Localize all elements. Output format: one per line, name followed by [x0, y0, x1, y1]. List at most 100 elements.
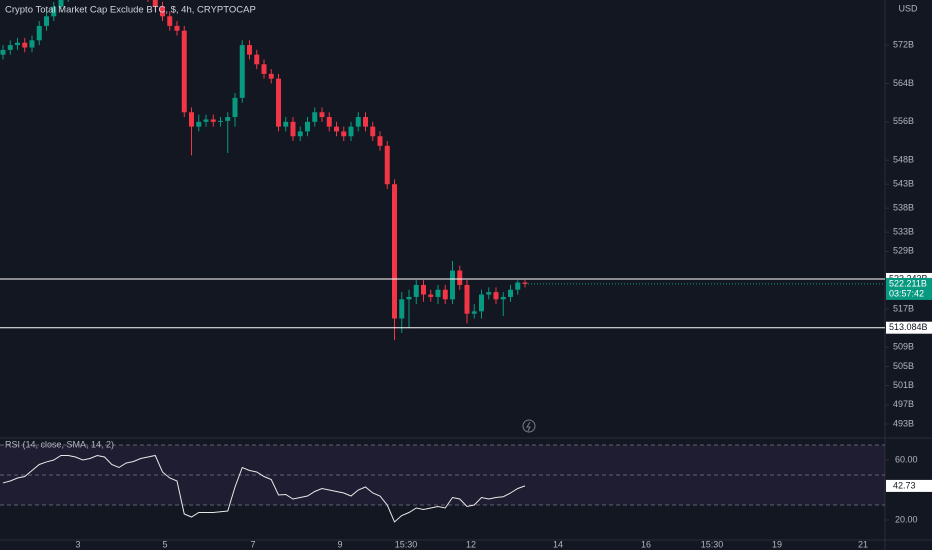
candle-body: [413, 284, 419, 297]
price-line-label: 513.084B: [889, 322, 928, 332]
y-tick-label: 556B: [893, 116, 914, 126]
y-tick-label: 564B: [893, 78, 914, 88]
candle-body: [254, 54, 260, 65]
y-tick-label: 543B: [893, 179, 914, 189]
candle-body: [493, 292, 499, 300]
candle-body: [406, 296, 412, 300]
candle-body: [261, 64, 267, 74]
candle-body: [370, 126, 376, 137]
replay-icon[interactable]: [522, 419, 536, 433]
x-tick-label: 7: [250, 539, 255, 549]
candle-body: [218, 120, 223, 122]
candle-body: [203, 119, 209, 122]
x-tick-label: 21: [858, 539, 868, 549]
last-price-label: 522.211B: [889, 278, 927, 288]
candle-body: [44, 16, 49, 26]
rsi-y-tick-label: 60.00: [895, 454, 918, 464]
overlay: 572B 564B 556B 548B 543B 538B 533B 529B 517B 509B…: [0, 39, 932, 549]
rsi-y-tick-label: 20.00: [895, 514, 918, 524]
candle-body: [268, 73, 274, 79]
candle-body: [189, 112, 194, 127]
x-tick-label: 5: [162, 539, 167, 549]
candle-body: [464, 284, 470, 314]
rsi-value-tag: [886, 479, 932, 492]
y-tick-label: 505B: [893, 361, 914, 371]
candle-body: [442, 289, 448, 300]
candle-body: [232, 97, 238, 118]
candle-body: [0, 49, 6, 55]
y-tick-label: 548B: [893, 155, 914, 165]
candle-body: [283, 121, 289, 127]
candle-body: [326, 117, 332, 127]
candle-body: [457, 270, 463, 285]
candle-body: [22, 42, 28, 48]
candle-body: [196, 121, 202, 127]
rsi-line: [2, 454, 526, 523]
y-tick-label: 509B: [893, 342, 914, 352]
y-tick-label: 493B: [893, 418, 914, 428]
x-tick-label: 12: [466, 539, 476, 549]
x-tick-label: 3: [75, 539, 80, 549]
candle-body: [479, 294, 484, 312]
y-tick-label: 517B: [893, 303, 914, 313]
candle-body: [435, 289, 441, 297]
candle-body: [305, 121, 310, 132]
candle-body: [522, 282, 528, 284]
currency: USD: [898, 3, 918, 13]
candle-body: [392, 184, 397, 319]
y-tick-label: 538B: [893, 203, 914, 213]
candle-body: [319, 112, 325, 118]
y-tick-label: 533B: [893, 227, 914, 237]
candle-body: [486, 292, 492, 295]
candle-body: [450, 270, 455, 300]
candle-body: [210, 119, 216, 122]
candle-body: [348, 126, 354, 137]
candle-body: [36, 25, 42, 41]
candle-body: [181, 30, 187, 113]
candle-body: [500, 296, 506, 300]
x-tick-label: 9: [337, 539, 342, 549]
y-tick-label: 497B: [893, 399, 914, 409]
replay-icon-bolt: [526, 421, 531, 432]
y-tick-label: 572B: [893, 39, 914, 49]
chart-title: Crypto Total Market Cap Exclude BTC, $, …: [5, 5, 256, 16]
candle-body: [7, 45, 13, 50]
candle-body: [515, 282, 521, 290]
candle-body: [384, 145, 390, 185]
x-tick-label: 16: [641, 539, 651, 549]
candle-body: [225, 117, 231, 121]
last-price-tag: [886, 277, 932, 300]
candle-body: [174, 25, 180, 31]
candle-body: [363, 117, 368, 127]
candle-body: [15, 42, 20, 46]
candle-body: [29, 40, 35, 48]
y-tick-label: 501B: [893, 380, 914, 390]
countdown: 03:57:42: [889, 288, 924, 298]
candle-body: [471, 311, 477, 314]
candle-body: [160, 6, 165, 17]
rsi-title: RSI (14, close, SMA, 14, 2): [5, 439, 114, 449]
candle-body: [421, 284, 426, 295]
y-tick-label: 529B: [893, 246, 914, 256]
candle-body: [341, 131, 347, 137]
candle-body: [239, 45, 245, 98]
x-tick-label: 15:30: [701, 539, 724, 549]
candle-body: [312, 112, 318, 122]
candle-body: [334, 126, 339, 132]
candle-body: [290, 121, 296, 137]
candle-body: [297, 131, 303, 137]
x-tick-label: 15:30: [395, 539, 418, 549]
rsi-value-label: 42.73: [893, 480, 916, 490]
candle-body: [58, 0, 64, 7]
x-tick-label: 14: [553, 539, 563, 549]
price-line-tag: [886, 321, 932, 334]
candle-body: [399, 299, 405, 319]
candle-body: [276, 78, 281, 127]
candle-body: [428, 294, 434, 297]
candles: [0, 0, 528, 341]
candle-body: [355, 117, 361, 127]
candle-body: [508, 289, 513, 297]
